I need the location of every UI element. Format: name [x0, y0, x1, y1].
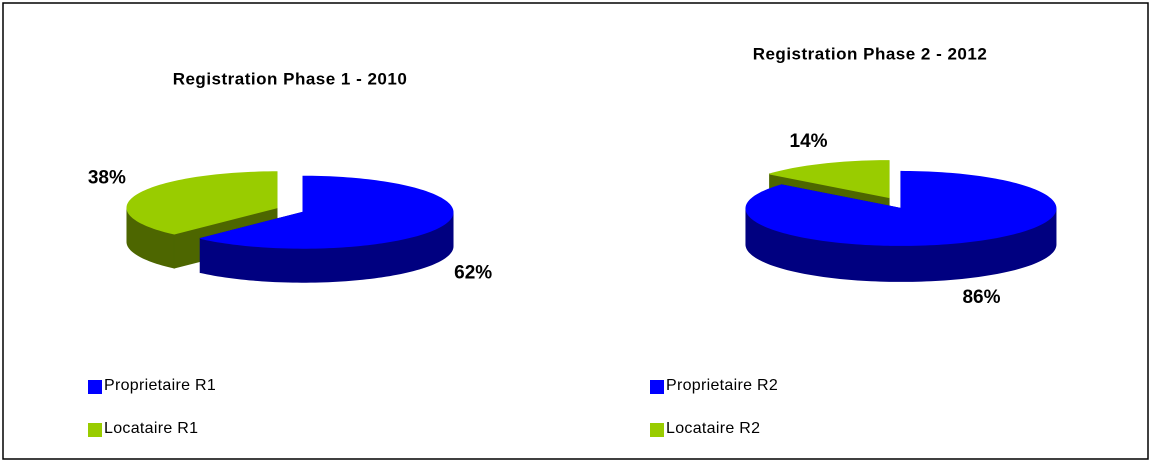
- slice-top: [200, 175, 454, 249]
- legend-swatch: [88, 423, 102, 437]
- legend-label: Locataire R2: [666, 420, 760, 437]
- value-label: 62%: [454, 262, 492, 283]
- legend-swatch: [650, 423, 664, 437]
- slice-top: [745, 170, 1057, 246]
- legend-label: Locataire R1: [104, 420, 198, 437]
- slice-top: [769, 160, 890, 199]
- legend-label: Proprietaire R1: [104, 377, 216, 394]
- pie-slice: [745, 170, 1057, 282]
- legend-swatch: [650, 380, 664, 394]
- pie-slice: [199, 175, 454, 283]
- chart-title: Registration Phase 1 - 2010: [173, 69, 408, 88]
- value-label: 38%: [88, 168, 126, 189]
- value-label: 86%: [962, 287, 1000, 308]
- chart-title: Registration Phase 2 - 2012: [753, 44, 988, 63]
- slice-top: [126, 171, 278, 235]
- legend-swatch: [88, 380, 102, 394]
- value-label: 14%: [790, 131, 828, 152]
- legend-label: Proprietaire R2: [666, 377, 778, 394]
